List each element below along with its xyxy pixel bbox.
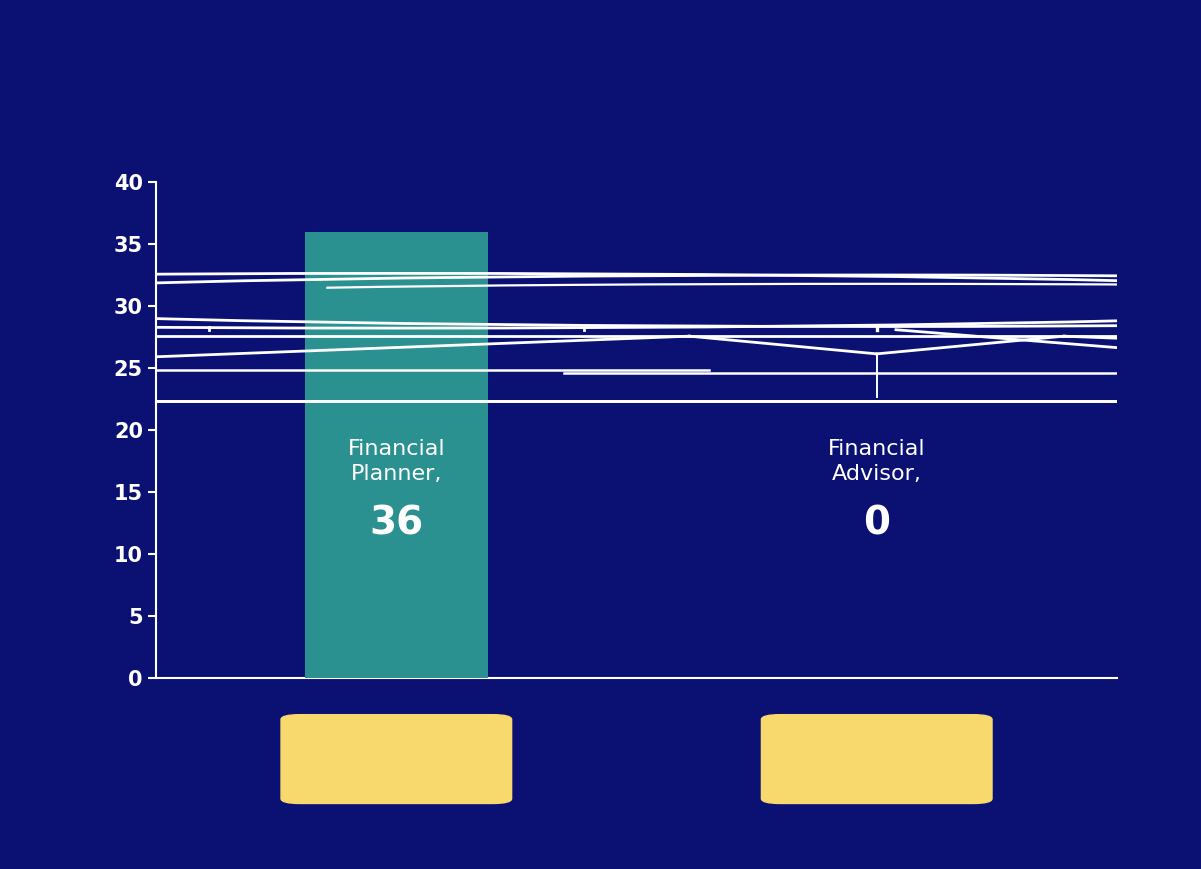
FancyBboxPatch shape <box>281 714 512 804</box>
FancyBboxPatch shape <box>761 714 992 804</box>
Text: 0: 0 <box>864 504 890 542</box>
Bar <box>305 232 488 678</box>
Text: 36: 36 <box>369 504 424 542</box>
Text: Financial Planner: Financial Planner <box>287 749 506 769</box>
Text: Financial
Planner,: Financial Planner, <box>347 439 446 483</box>
Text: Financial
Advisor,: Financial Advisor, <box>827 439 926 483</box>
Text: Financial Advisor: Financial Advisor <box>769 749 985 769</box>
Text: Total number of complaints received among credentialing bodies,
by credential ty: Total number of complaints received amon… <box>113 58 1143 119</box>
